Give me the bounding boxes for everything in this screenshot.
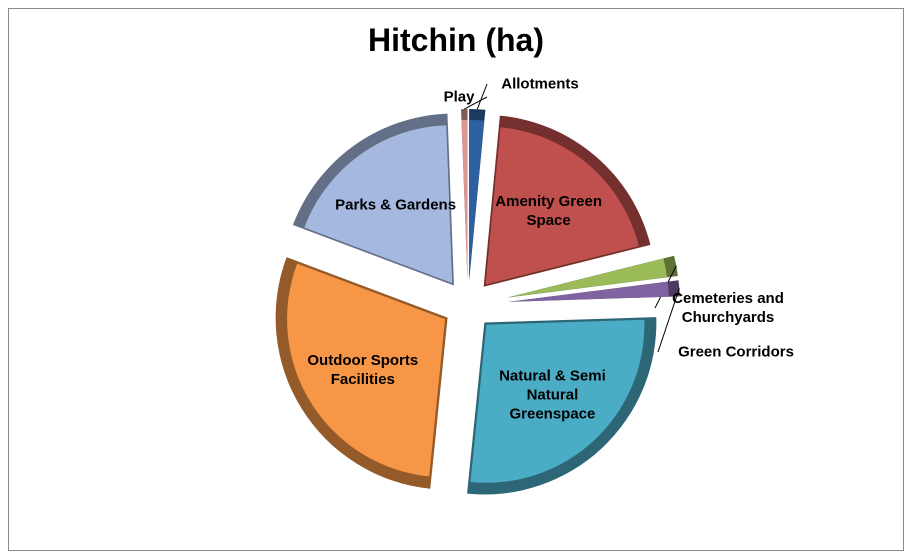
slice (304, 125, 453, 284)
slice-label: Green Corridors (678, 343, 794, 361)
slice-label: Amenity Green Space (495, 193, 602, 230)
slice-label: Play (443, 88, 475, 106)
chart-title: Hitchin (ha) (368, 22, 544, 58)
leader-line (657, 288, 680, 353)
chart-frame (8, 8, 904, 551)
slice-label: Natural & Semi Natural Greenspace (499, 367, 606, 423)
slice-label: Parks & Gardens (335, 196, 457, 214)
leader-line (476, 83, 488, 110)
slice-label: Cemeteries and Churchyards (672, 290, 784, 326)
slice (469, 120, 485, 279)
slice (485, 127, 639, 285)
slice (510, 281, 669, 302)
slice-label: Outdoor Sports Facilities (307, 352, 419, 389)
slice (461, 120, 468, 279)
slice (287, 263, 446, 477)
leader-line (464, 96, 488, 110)
slice-label: Allotments (501, 75, 579, 93)
slice (470, 319, 645, 483)
slice (510, 258, 668, 298)
